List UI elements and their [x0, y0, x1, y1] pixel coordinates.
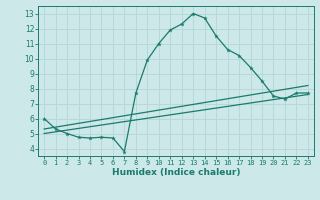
X-axis label: Humidex (Indice chaleur): Humidex (Indice chaleur)	[112, 168, 240, 177]
